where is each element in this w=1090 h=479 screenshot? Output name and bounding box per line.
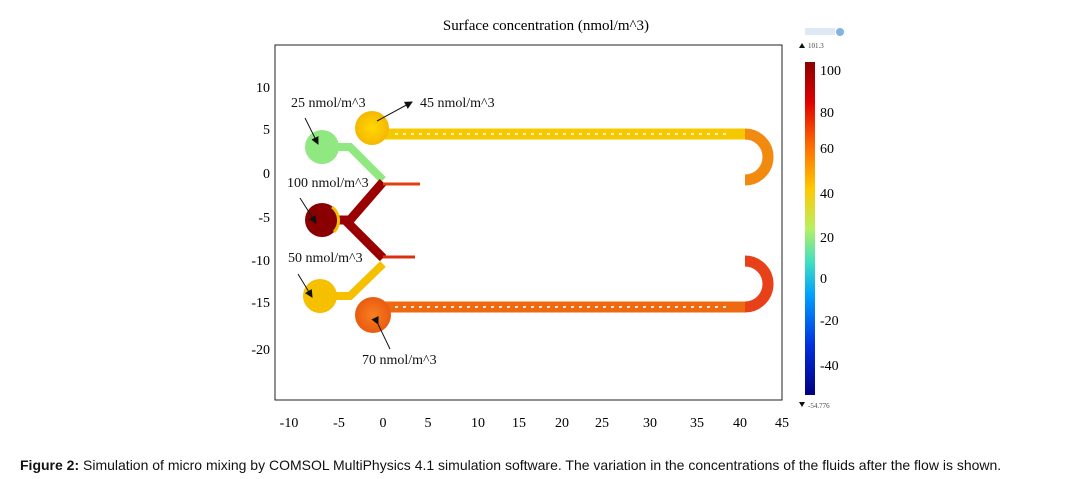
x-tick-label: 25 xyxy=(595,416,609,431)
x-tick-label: -10 xyxy=(280,416,299,431)
y-tick-label: -15 xyxy=(251,296,270,311)
label-70: 70 nmol/m^3 xyxy=(362,353,437,368)
lower-loop-turn xyxy=(744,255,774,313)
comsol-logo xyxy=(805,28,844,36)
caption-text: Simulation of micro mixing by COMSOL Mul… xyxy=(79,457,1002,473)
x-tick-label: 0 xyxy=(380,416,387,431)
label-25: 25 nmol/m^3 xyxy=(291,96,366,111)
inlet-25 xyxy=(305,130,339,164)
min-triangle-icon xyxy=(799,402,805,407)
colorbar: 101.3 -54.776 100 80 60 40 20 0 -20 -40 xyxy=(799,42,841,410)
x-tick-label: 5 xyxy=(425,416,432,431)
inlet-50 xyxy=(303,279,337,313)
inlet-100 xyxy=(305,203,339,237)
x-tick-label: -5 xyxy=(333,416,345,431)
x-axis: -10 -5 0 5 10 15 20 25 30 35 40 45 xyxy=(280,416,789,431)
x-tick-label: 30 xyxy=(643,416,657,431)
colorbar-max: 101.3 xyxy=(808,42,824,50)
plot-frame xyxy=(274,44,783,401)
y-tick-label: -10 xyxy=(251,254,270,269)
x-tick-label: 10 xyxy=(471,416,485,431)
colorbar-tick-label: 20 xyxy=(820,231,834,246)
y-axis: 10 5 0 -5 -10 -15 -20 xyxy=(251,81,270,358)
colorbar-tick-label: -40 xyxy=(820,359,839,374)
y-tick-label: 10 xyxy=(256,81,270,96)
y-tick-label: -5 xyxy=(258,211,270,226)
colorbar-tick-label: 40 xyxy=(820,187,834,202)
y-tick-label: 0 xyxy=(263,167,270,182)
y-tick-label: 5 xyxy=(263,123,270,138)
inlet-channel-25 xyxy=(338,143,386,183)
x-tick-label: 15 xyxy=(512,416,526,431)
label-50: 50 nmol/m^3 xyxy=(288,251,363,266)
figure-caption: Figure 2: Simulation of micro mixing by … xyxy=(20,457,1001,473)
caption-label: Figure 2: xyxy=(20,457,80,473)
x-tick-label: 40 xyxy=(733,416,747,431)
colorbar-tick-label: 80 xyxy=(820,106,834,121)
inlet-channel-50 xyxy=(336,261,386,300)
x-tick-label: 35 xyxy=(690,416,704,431)
upper-loop-turn xyxy=(744,128,774,186)
colorbar-gradient xyxy=(805,62,815,395)
annotations: 25 nmol/m^3 45 nmol/m^3 100 nmol/m^3 50 … xyxy=(287,96,495,368)
colorbar-tick-label: 0 xyxy=(820,272,827,287)
inlet-channel-100-lower xyxy=(341,216,387,262)
max-triangle-icon xyxy=(799,43,805,48)
label-45: 45 nmol/m^3 xyxy=(420,96,495,111)
colorbar-tick-label: 100 xyxy=(820,64,841,79)
y-tick-label: -20 xyxy=(251,343,270,358)
x-tick-label: 20 xyxy=(555,416,569,431)
plot-title: Surface concentration (nmol/m^3) xyxy=(443,18,649,34)
outlet-70 xyxy=(355,297,391,333)
colorbar-min: -54.776 xyxy=(808,402,830,410)
colorbar-tick-label: 60 xyxy=(820,142,834,157)
label-100: 100 nmol/m^3 xyxy=(287,176,369,191)
colorbar-tick-label: -20 xyxy=(820,314,839,329)
inlet-45 xyxy=(355,111,389,145)
x-tick-label: 45 xyxy=(775,416,789,431)
microchannel-geometry xyxy=(303,111,774,333)
